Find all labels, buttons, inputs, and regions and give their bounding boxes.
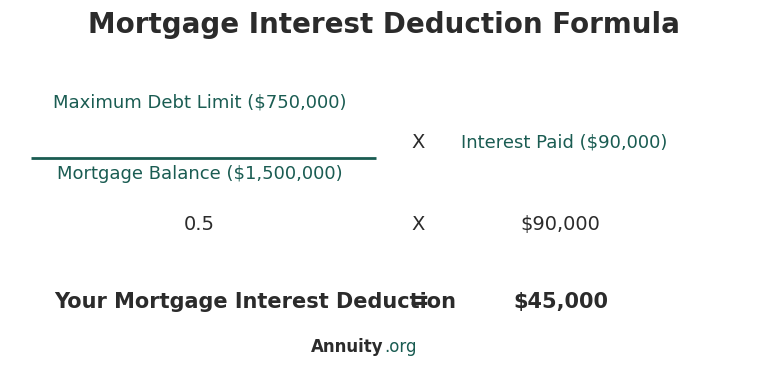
Text: .org: .org	[384, 338, 416, 356]
Text: $45,000: $45,000	[513, 292, 608, 312]
Text: =: =	[408, 290, 429, 314]
Text: Mortgage Balance ($1,500,000): Mortgage Balance ($1,500,000)	[57, 165, 343, 183]
Text: $90,000: $90,000	[521, 215, 601, 234]
Text: Mortgage Interest Deduction Formula: Mortgage Interest Deduction Formula	[88, 11, 680, 39]
Text: 0.5: 0.5	[184, 215, 215, 234]
Text: Your Mortgage Interest Deduction: Your Mortgage Interest Deduction	[54, 292, 455, 312]
Text: Maximum Debt Limit ($750,000): Maximum Debt Limit ($750,000)	[53, 93, 346, 111]
Text: X: X	[412, 133, 425, 152]
Text: Annuity: Annuity	[311, 338, 384, 356]
Text: Interest Paid ($90,000): Interest Paid ($90,000)	[461, 134, 667, 152]
Text: X: X	[412, 215, 425, 234]
